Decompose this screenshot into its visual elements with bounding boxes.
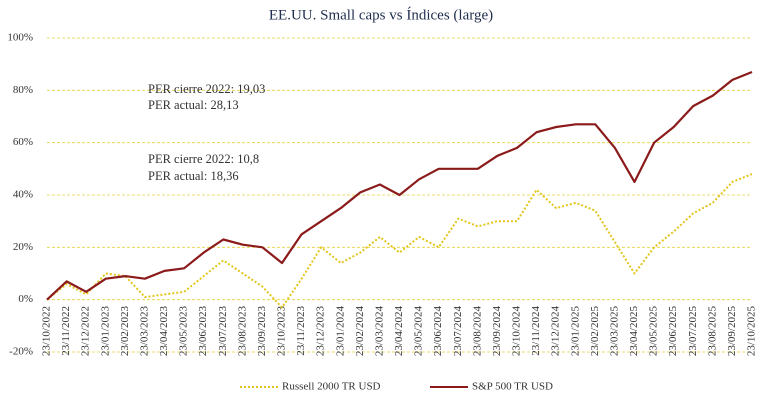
x-tick-label: 23/10/2023 xyxy=(276,306,288,357)
x-tick-label: 23/08/2024 xyxy=(471,306,483,357)
y-tick-label: 20% xyxy=(13,241,33,253)
x-tick-label: 23/09/2024 xyxy=(491,306,503,357)
x-tick-label: 23/07/2024 xyxy=(452,306,464,357)
x-tick-label: 23/11/2024 xyxy=(530,306,542,356)
x-tick-label: 23/09/2025 xyxy=(726,306,738,357)
x-tick-label: 23/05/2025 xyxy=(648,306,660,357)
annotation: PER cierre 2022: 10,8 xyxy=(148,152,259,166)
x-tick-label: 23/07/2023 xyxy=(217,306,229,357)
x-tick-label: 23/04/2024 xyxy=(393,306,405,357)
line-series xyxy=(46,70,753,301)
y-tick-label: 60% xyxy=(13,136,33,148)
y-tick-label: 100% xyxy=(7,32,33,44)
x-tick-label: 23/06/2023 xyxy=(197,306,209,357)
x-tick-label: 23/02/2024 xyxy=(354,306,366,357)
y-tick-label: -20% xyxy=(9,346,33,358)
x-tick-label: 23/03/2024 xyxy=(373,306,385,357)
x-tick-label: 23/12/2024 xyxy=(550,306,562,357)
x-tick-label: 23/06/2025 xyxy=(667,306,679,357)
chart-title: EE.UU. Small caps vs Índices (large) xyxy=(269,6,493,23)
x-tick-label: 23/03/2023 xyxy=(138,306,150,357)
x-tick-label: 23/11/2022 xyxy=(60,306,72,356)
annotation: PER actual: 28,13 xyxy=(148,98,239,112)
y-tick-label: 80% xyxy=(13,84,33,96)
x-tick-label: 23/10/2022 xyxy=(41,306,53,356)
legend-label: S&P 500 TR USD xyxy=(472,381,553,393)
x-tick-label: 23/07/2025 xyxy=(687,306,699,357)
x-tick-label: 23/02/2025 xyxy=(589,306,601,357)
y-tick-label: 0% xyxy=(18,293,33,305)
annotation: PER cierre 2022: 19,03 xyxy=(148,82,265,96)
line-series xyxy=(46,173,753,309)
y-tick-label: 40% xyxy=(13,189,33,201)
x-tick-label: 23/05/2023 xyxy=(178,306,190,357)
x-tick-label: 23/01/2023 xyxy=(99,306,111,357)
x-tick-label: 23/04/2025 xyxy=(628,306,640,357)
legend-label: Russell 2000 TR USD xyxy=(282,381,381,393)
x-tick-label: 23/06/2024 xyxy=(432,306,444,357)
x-tick-label: 23/04/2023 xyxy=(158,306,170,357)
x-tick-label: 23/12/2023 xyxy=(315,306,327,357)
x-tick-label: 23/10/2025 xyxy=(746,306,758,357)
x-tick-label: 23/12/2022 xyxy=(80,306,92,356)
x-tick-label: 23/03/2025 xyxy=(608,306,620,357)
x-tick-label: 23/01/2024 xyxy=(334,306,346,357)
x-tick-label: 23/08/2023 xyxy=(236,306,248,357)
x-tick-label: 23/02/2023 xyxy=(119,306,131,357)
x-tick-label: 23/01/2025 xyxy=(569,306,581,357)
x-tick-label: 23/10/2024 xyxy=(511,306,523,357)
annotation: PER actual: 18,36 xyxy=(148,169,239,183)
x-tick-label: 23/05/2024 xyxy=(413,306,425,357)
x-tick-label: 23/11/2023 xyxy=(295,306,307,356)
x-tick-label: 23/08/2025 xyxy=(706,306,718,357)
x-tick-label: 23/09/2023 xyxy=(256,306,268,357)
